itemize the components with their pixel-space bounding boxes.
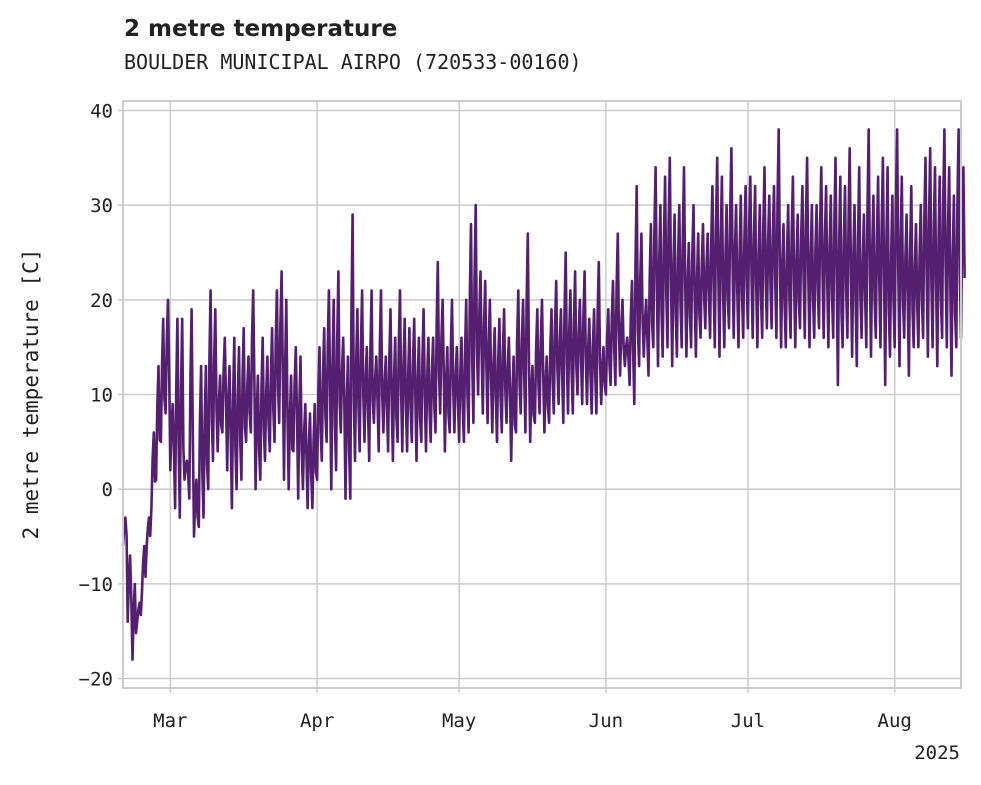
x-tick-label: Apr <box>300 710 334 732</box>
chart-title: 2 metre temperature <box>124 16 398 42</box>
y-tick-label: 40 <box>90 100 113 122</box>
y-tick-label: 30 <box>90 195 113 217</box>
x-tick-label: Jul <box>731 710 765 732</box>
temperature-series <box>121 128 966 661</box>
plot-frame <box>122 100 962 689</box>
x-tick-label: May <box>442 710 476 732</box>
x-tick-label: Jun <box>589 710 623 732</box>
y-axis-label: 2 metre temperature [C] <box>19 249 43 540</box>
y-tick-label: −20 <box>79 669 113 691</box>
chart-subtitle: BOULDER MUNICIPAL AIRPO (720533-00160) <box>124 50 582 74</box>
y-tick-label: 20 <box>90 290 113 312</box>
x-tick-label: Aug <box>878 710 912 732</box>
y-tick-label: 0 <box>102 479 113 501</box>
y-tick-label: −10 <box>79 574 113 596</box>
y-tick-label: 10 <box>90 385 113 407</box>
x-tick-label: Mar <box>153 710 187 732</box>
year-label: 2025 <box>914 742 960 764</box>
axis-ticks: −20 −10 0 10 20 30 40 Mar Apr May Jun Jul Aug <box>79 100 912 732</box>
temperature-line <box>121 128 966 661</box>
